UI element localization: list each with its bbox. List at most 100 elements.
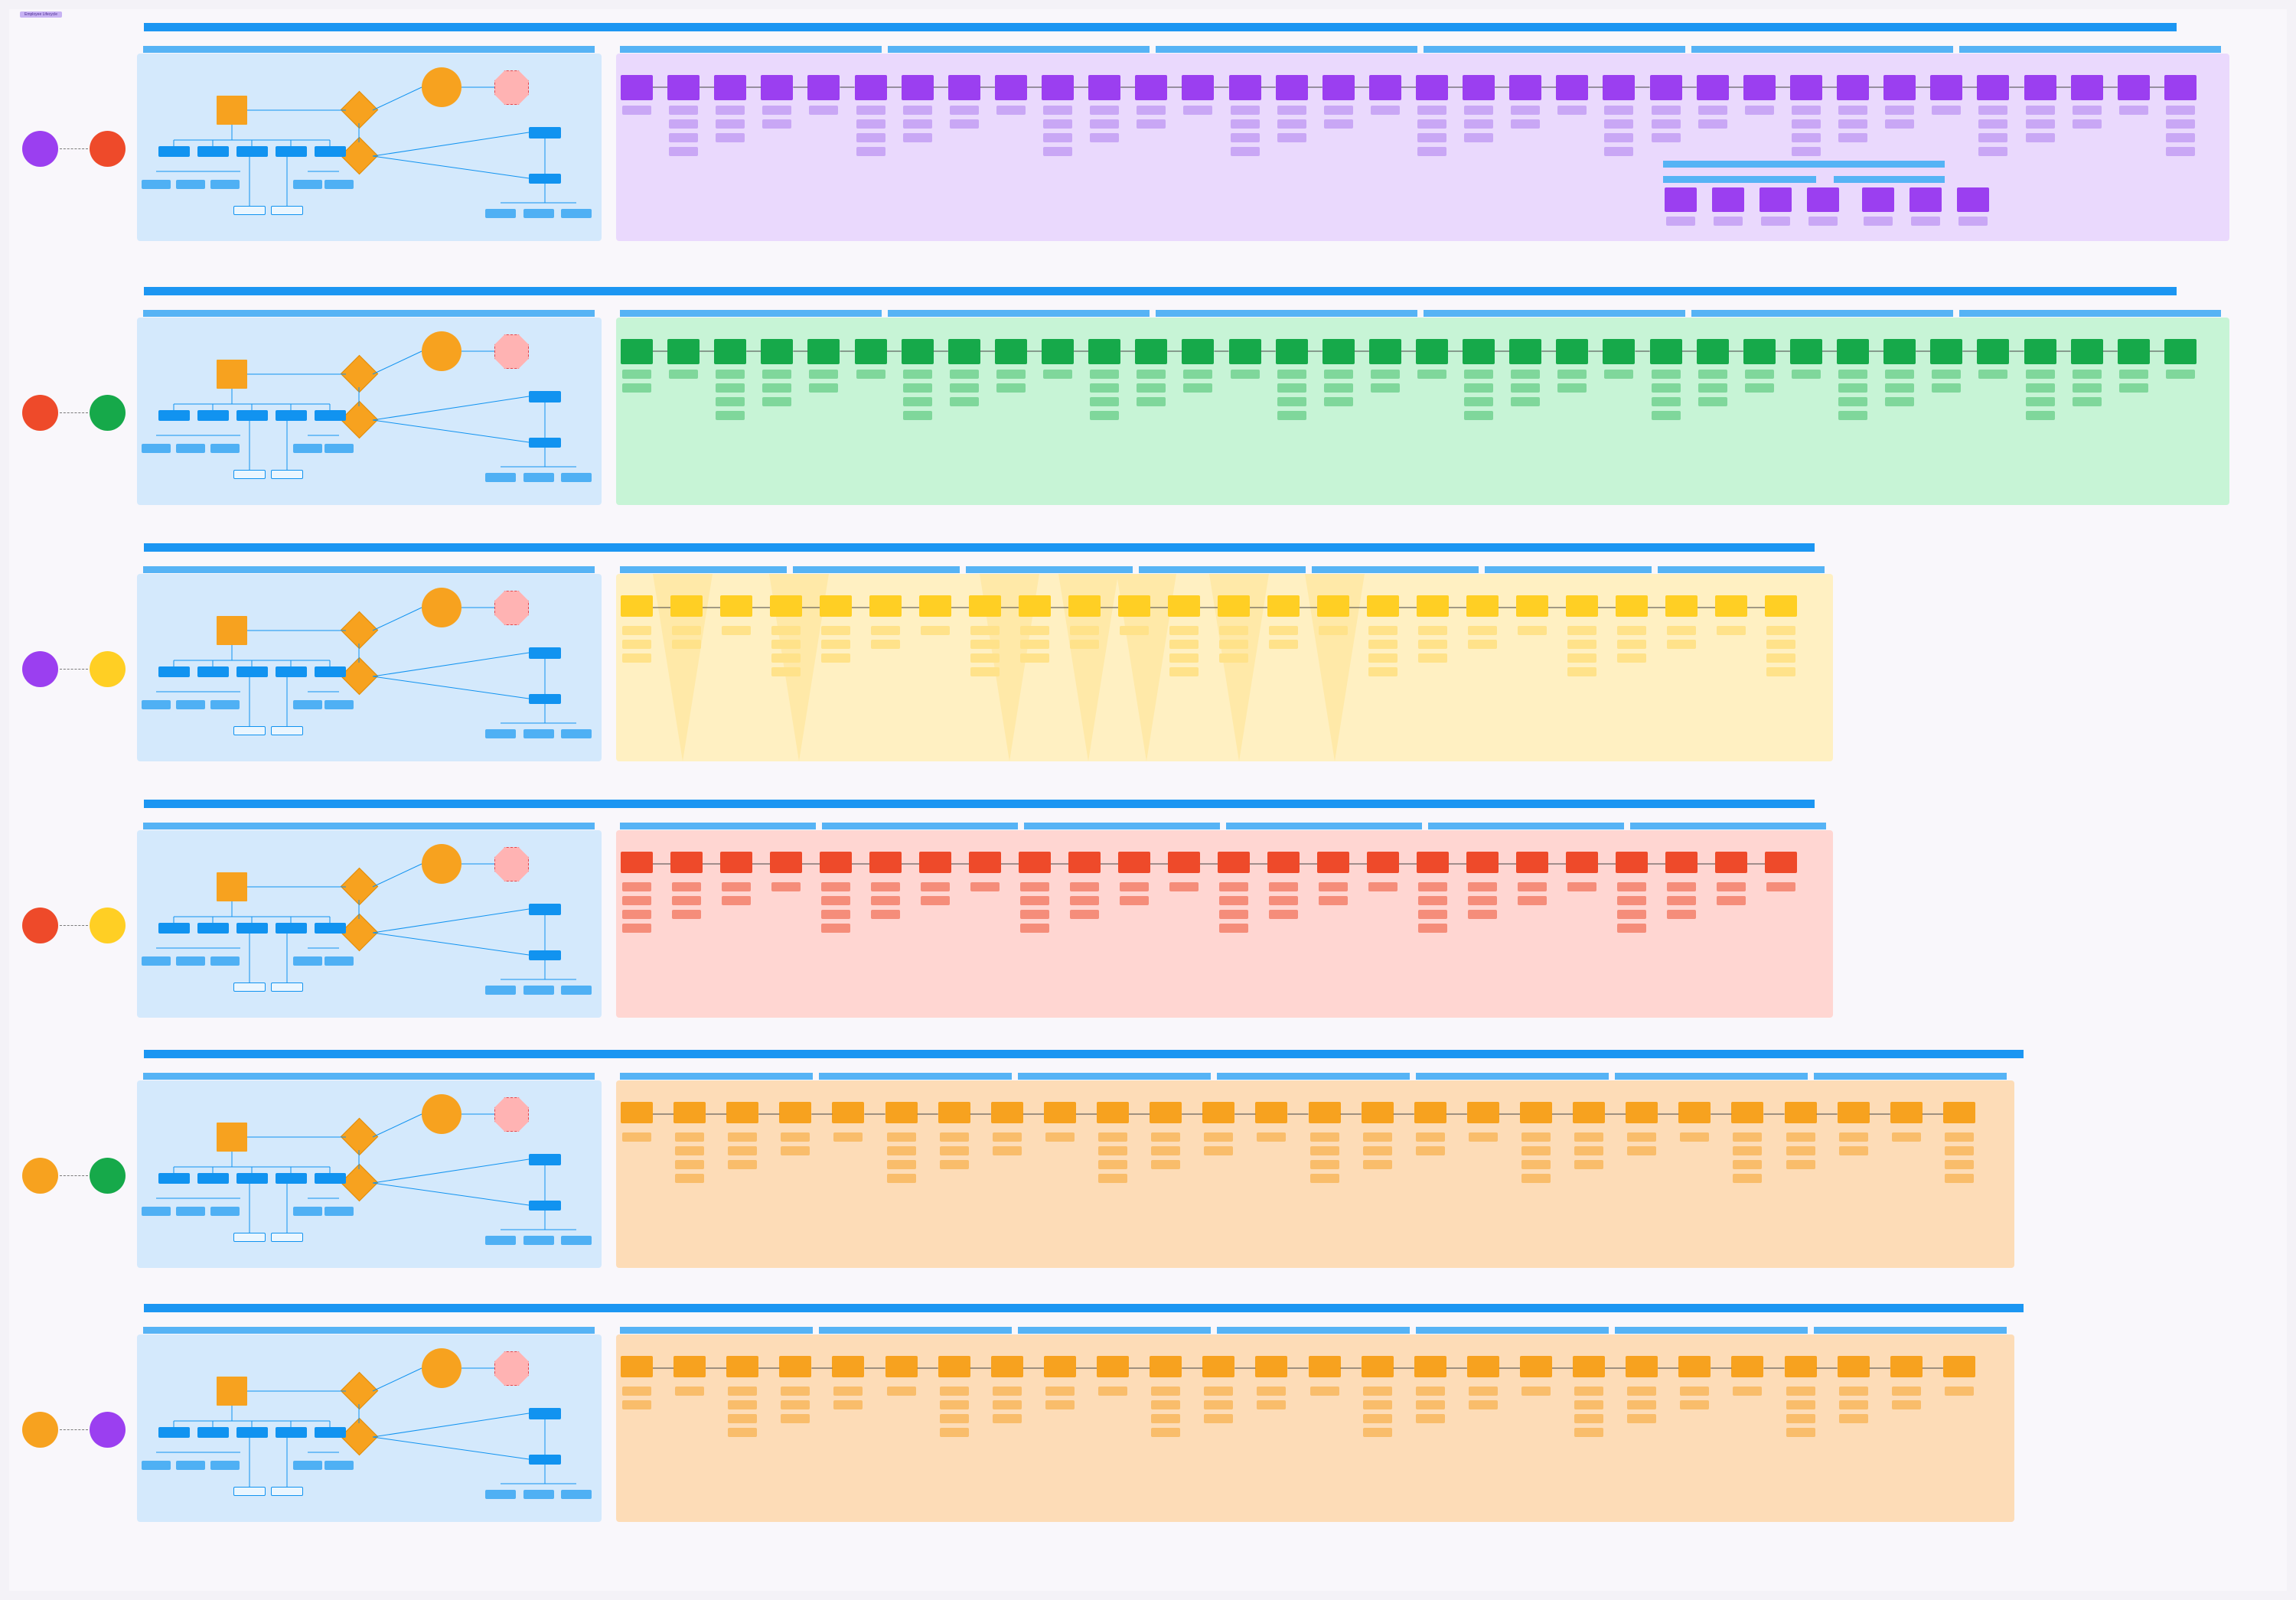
detail-note[interactable] [1368,626,1397,635]
detail-note[interactable] [1667,640,1696,649]
detail-note[interactable] [728,1414,758,1423]
detail-note[interactable] [1604,147,1634,156]
final-step[interactable] [523,986,554,995]
detail-note[interactable] [1368,640,1397,649]
process-node[interactable] [1942,1356,1975,1377]
detail-note[interactable] [1468,640,1497,649]
detail-note[interactable] [2025,119,2055,129]
detail-note[interactable] [716,119,745,129]
detail-note[interactable] [1418,924,1447,933]
detail-note[interactable] [1567,626,1596,635]
detail-note[interactable] [1070,896,1099,905]
source-type-circle[interactable] [22,131,58,167]
process-node[interactable] [1883,75,1916,100]
detail-note[interactable] [728,1387,758,1396]
detail-note[interactable] [1651,411,1681,420]
change-request-octagon[interactable] [494,847,529,881]
entity-leaf[interactable] [210,444,240,453]
process-node[interactable] [2024,75,2056,100]
detail-note[interactable] [1574,1400,1604,1409]
detail-note[interactable] [1574,1146,1604,1155]
process-node[interactable] [2070,75,2103,100]
detail-note[interactable] [970,882,1000,891]
detail-note[interactable] [1098,1387,1128,1396]
detail-note[interactable] [1617,924,1646,933]
detail-note[interactable] [1183,383,1213,393]
detail-note[interactable] [1651,133,1681,142]
detail-note[interactable] [871,896,900,905]
entity-leaf[interactable] [210,700,240,709]
region-box-eor[interactable] [197,410,229,421]
detail-note[interactable] [771,667,801,676]
process-node[interactable] [1068,595,1101,617]
detail-note[interactable] [622,1387,651,1396]
detail-note[interactable] [1733,1174,1763,1183]
job-description-new[interactable] [271,1487,303,1496]
detail-note[interactable] [1319,896,1348,905]
detail-note[interactable] [1417,147,1446,156]
process-node[interactable] [779,1102,812,1123]
detail-note[interactable] [1319,626,1348,635]
region-box-eor[interactable] [197,1427,229,1438]
detail-note[interactable] [1518,882,1547,891]
process-node[interactable] [1168,595,1200,617]
region-box-org[interactable] [315,410,346,421]
target-type-circle[interactable] [90,651,126,687]
detail-note[interactable] [1230,119,1260,129]
detail-note[interactable] [821,626,850,635]
detail-note[interactable] [1666,217,1695,226]
detail-note[interactable] [1043,133,1073,142]
detail-note[interactable] [669,370,699,379]
target-type-circle[interactable] [90,395,126,431]
detail-note[interactable] [675,1146,705,1155]
process-node[interactable] [1255,1356,1288,1377]
detail-note[interactable] [1219,626,1248,635]
process-node[interactable] [1118,852,1150,873]
detail-note[interactable] [1617,896,1646,905]
whiteboard-canvas[interactable]: Employee Lifecycle [9,9,2287,1591]
board-tag[interactable]: Employee Lifecycle [20,11,63,18]
process-node[interactable] [1519,1356,1552,1377]
onboarding-node[interactable] [1665,187,1697,212]
entity-leaf[interactable] [176,180,205,189]
detail-note[interactable] [1627,1400,1657,1409]
detail-note[interactable] [1978,370,2008,379]
region-box-us[interactable] [158,410,190,421]
detail-note[interactable] [1468,1387,1498,1396]
process-node[interactable] [1765,852,1797,873]
region-box-uk[interactable] [236,410,268,421]
process-node[interactable] [621,1356,653,1377]
detail-note[interactable] [1511,106,1541,115]
detail-note[interactable] [672,640,701,649]
detail-note[interactable] [716,383,745,393]
process-node[interactable] [2024,339,2056,364]
process-node[interactable] [901,339,934,364]
detail-note[interactable] [2118,383,2148,393]
final-step[interactable] [561,209,592,218]
process-node[interactable] [1367,852,1399,873]
notify-step[interactable] [529,391,561,402]
detail-note[interactable] [1362,1428,1392,1437]
detail-note[interactable] [902,411,932,420]
final-step[interactable] [561,986,592,995]
process-node[interactable] [1556,339,1589,364]
detail-note[interactable] [949,397,979,406]
entity-leaf[interactable] [210,1207,240,1216]
process-node[interactable] [1573,1102,1606,1123]
detail-note[interactable] [1698,106,1727,115]
entity-leaf[interactable] [142,700,171,709]
detail-note[interactable] [1838,119,1868,129]
detail-note[interactable] [762,397,792,406]
detail-note[interactable] [1204,1414,1234,1423]
process-node[interactable] [621,339,653,364]
detail-note[interactable] [1667,910,1696,919]
process-node[interactable] [1088,339,1121,364]
process-node[interactable] [1573,1356,1606,1377]
onboarding-node[interactable] [1807,187,1839,212]
region-box-uk[interactable] [236,1173,268,1184]
detail-note[interactable] [622,1132,651,1142]
entity-leaf[interactable] [293,180,322,189]
detail-note[interactable] [781,1146,810,1155]
detail-note[interactable] [1468,910,1497,919]
process-node[interactable] [1789,75,1822,100]
